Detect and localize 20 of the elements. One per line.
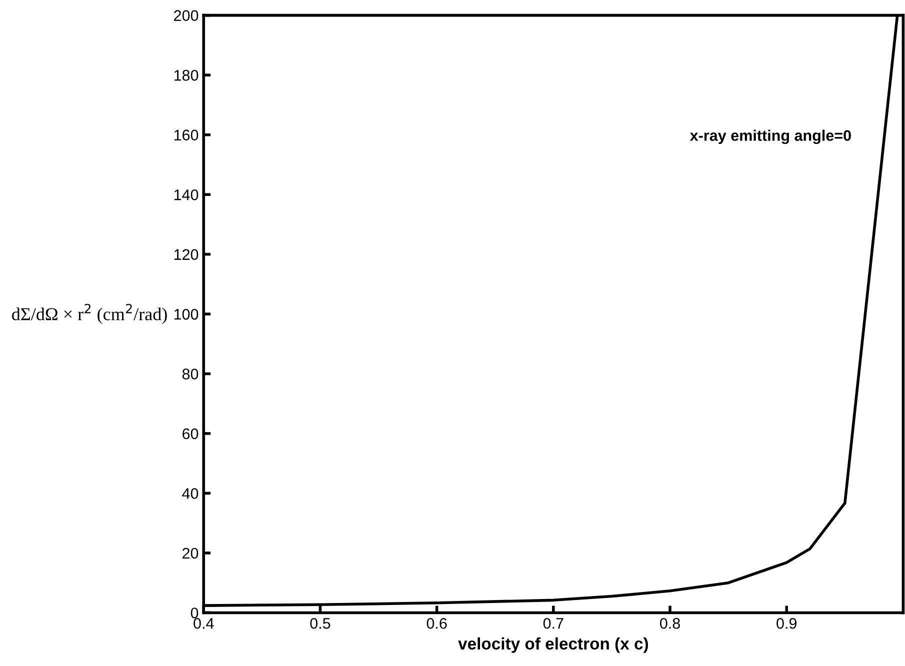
y-axis-title: dΣ/dΩ × r$^{2}$ (cm$^{2}$/rad) xyxy=(12,304,167,324)
y-tick-label: 160 xyxy=(174,130,198,140)
x-tick-label: 0.8 xyxy=(660,618,680,629)
y-tick-label: 40 xyxy=(182,488,198,499)
x-tick-label: 0.6 xyxy=(426,618,447,629)
x-tick-label: 0.7 xyxy=(543,618,564,629)
y-tick-label: 100 xyxy=(174,308,198,320)
y-tick-label: 0 xyxy=(190,608,198,618)
y-tick-label: 120 xyxy=(174,249,198,260)
y-tick-label: 200 xyxy=(174,10,198,22)
x-tick-label: 0.5 xyxy=(310,618,330,629)
x-tick-label: 0.9 xyxy=(776,618,796,629)
x-axis-title: velocity of electron (x c) xyxy=(458,637,648,653)
y-tick-label: 80 xyxy=(182,368,198,380)
x-tick-label: 0.4 xyxy=(194,618,214,629)
y-tick-label: 180 xyxy=(174,70,198,81)
y-tick-label: 20 xyxy=(182,548,198,559)
y-tick-label: 140 xyxy=(174,189,198,200)
y-tick-label: 60 xyxy=(182,428,198,440)
annotation: x-ray emitting angle=0 xyxy=(690,130,851,144)
